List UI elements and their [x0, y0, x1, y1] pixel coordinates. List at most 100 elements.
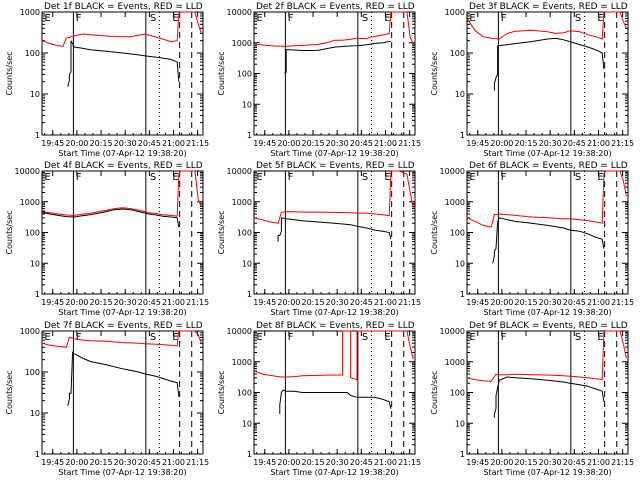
y-axis-label: Counts/sec: [430, 51, 439, 95]
panel-title: Det 6f BLACK = Events, RED = LLD: [469, 161, 628, 171]
panel-title: Det 8f BLACK = Events, RED = LLD: [256, 321, 415, 331]
x-tick-label: 21:00: [162, 139, 185, 148]
flag-label: E: [384, 172, 390, 183]
x-tick-label: 20:15: [515, 298, 538, 307]
series-events-line: [493, 37, 605, 91]
x-tick-label: 20:15: [302, 139, 325, 148]
series-lld-line: [253, 330, 414, 381]
y-tick-label: 10: [30, 90, 40, 99]
x-tick-label: 19:45: [253, 298, 276, 307]
panel-det-7: Det 7f BLACK = Events, RED = LLD 1 10 100 10…: [5, 321, 209, 477]
y-tick-label: 1: [460, 450, 465, 459]
x-tick-label: 21:15: [186, 298, 209, 307]
series-lld-line: [253, 170, 414, 224]
x-tick-label: 19:45: [41, 139, 64, 148]
series-events-line: [279, 389, 392, 414]
y-tick-label: 10000: [227, 8, 252, 17]
flag-label: E: [256, 172, 262, 183]
series-lld-line: [41, 170, 202, 217]
panel-det-5: Det 5f BLACK = Events, RED = LLD 1 10 100 10…: [217, 161, 421, 317]
x-axis-label: Start Time (07-Apr-12 19:38:20): [483, 308, 611, 317]
x-tick-label: 20:30: [539, 298, 562, 307]
x-tick-label: 20:00: [277, 139, 300, 148]
x-tick-label: 20:30: [539, 139, 562, 148]
axis-box: [466, 11, 629, 136]
y-tick-label: 10000: [440, 327, 465, 336]
y-tick-label: 1: [247, 450, 252, 459]
x-tick-label: 20:15: [90, 458, 113, 467]
flag-label: S: [150, 13, 156, 24]
y-tick-label: 1000: [20, 8, 40, 17]
x-tick-label: 20:00: [65, 298, 88, 307]
y-axis-label: Counts/sec: [217, 370, 226, 414]
x-tick-label: 21:00: [587, 458, 610, 467]
axis-box: [41, 170, 204, 295]
y-tick-label: 1000: [445, 8, 465, 17]
x-tick-label: 20:30: [114, 458, 137, 467]
x-tick-label: 21:15: [398, 298, 421, 307]
y-tick-label: 100: [450, 49, 465, 58]
y-tick-label: 1: [247, 290, 252, 299]
x-tick-label: 20:00: [490, 458, 513, 467]
series-events-line: [41, 208, 180, 228]
series-lld-line: [466, 330, 627, 382]
x-tick-label: 21:00: [374, 298, 397, 307]
series-lld-line: [41, 11, 202, 47]
series-events-line: [284, 41, 391, 74]
flag-label: F: [76, 172, 82, 183]
flag-label: F: [501, 172, 507, 183]
x-tick-label: 19:45: [466, 139, 489, 148]
x-tick-label: 20:45: [138, 139, 161, 148]
panel-det-3: Det 3f BLACK = Events, RED = LLD 1 10 100 10…: [430, 2, 634, 158]
x-tick-label: 19:45: [466, 458, 489, 467]
x-tick-label: 20:45: [350, 298, 373, 307]
series-lld-line: [253, 11, 414, 47]
y-tick-label: 10: [455, 90, 465, 99]
flag-label: S: [575, 172, 581, 183]
flag-label: E: [597, 13, 603, 24]
axis-box: [253, 170, 416, 295]
flag-label: F: [288, 172, 294, 183]
x-tick-label: 20:45: [563, 458, 586, 467]
y-tick-label: 10: [242, 259, 252, 268]
y-tick-label: 1: [247, 131, 252, 140]
y-tick-label: 1: [35, 450, 40, 459]
y-tick-label: 100: [237, 389, 252, 398]
series-events-line: [67, 351, 180, 406]
y-tick-label: 10: [455, 259, 465, 268]
x-tick-label: 20:30: [539, 458, 562, 467]
y-tick-label: 100: [450, 229, 465, 238]
x-axis-label: Start Time (07-Apr-12 19:38:20): [270, 468, 398, 477]
x-tick-label: 20:45: [563, 298, 586, 307]
x-tick-label: 21:00: [587, 298, 610, 307]
y-tick-label: 100: [25, 229, 40, 238]
series-events-line: [493, 376, 605, 418]
x-tick-label: 21:00: [162, 458, 185, 467]
panel-det-4: Det 4f BLACK = Events, RED = LLD 1 10 100 10…: [5, 161, 209, 317]
x-tick-label: 20:45: [350, 139, 373, 148]
x-tick-label: 21:00: [374, 458, 397, 467]
y-axis-label: Counts/sec: [5, 51, 14, 95]
panel-title: Det 3f BLACK = Events, RED = LLD: [469, 2, 628, 12]
x-axis-label: Start Time (07-Apr-12 19:38:20): [58, 308, 186, 317]
flag-label: F: [76, 13, 82, 24]
y-tick-label: 100: [237, 70, 252, 79]
series-lld-line: [466, 170, 627, 228]
x-tick-label: 20:30: [114, 139, 137, 148]
y-tick-label: 10: [30, 409, 40, 418]
x-tick-label: 21:15: [611, 458, 634, 467]
x-tick-label: 19:45: [253, 139, 276, 148]
x-tick-label: 20:00: [277, 298, 300, 307]
x-axis-label: Start Time (07-Apr-12 19:38:20): [270, 149, 398, 158]
flag-label: S: [150, 172, 156, 183]
panel-det-2: Det 2f BLACK = Events, RED = LLD 1 10 100 10…: [217, 2, 421, 158]
x-tick-label: 21:15: [398, 139, 421, 148]
y-axis-label: Counts/sec: [217, 51, 226, 95]
x-tick-label: 20:00: [490, 298, 513, 307]
y-tick-label: 100: [25, 49, 40, 58]
panel-det-8: Det 8f BLACK = Events, RED = LLD 1 10 100 10…: [217, 321, 421, 477]
y-tick-label: 1000: [232, 198, 252, 207]
axis-box: [41, 330, 204, 455]
y-tick-label: 1000: [445, 358, 465, 367]
